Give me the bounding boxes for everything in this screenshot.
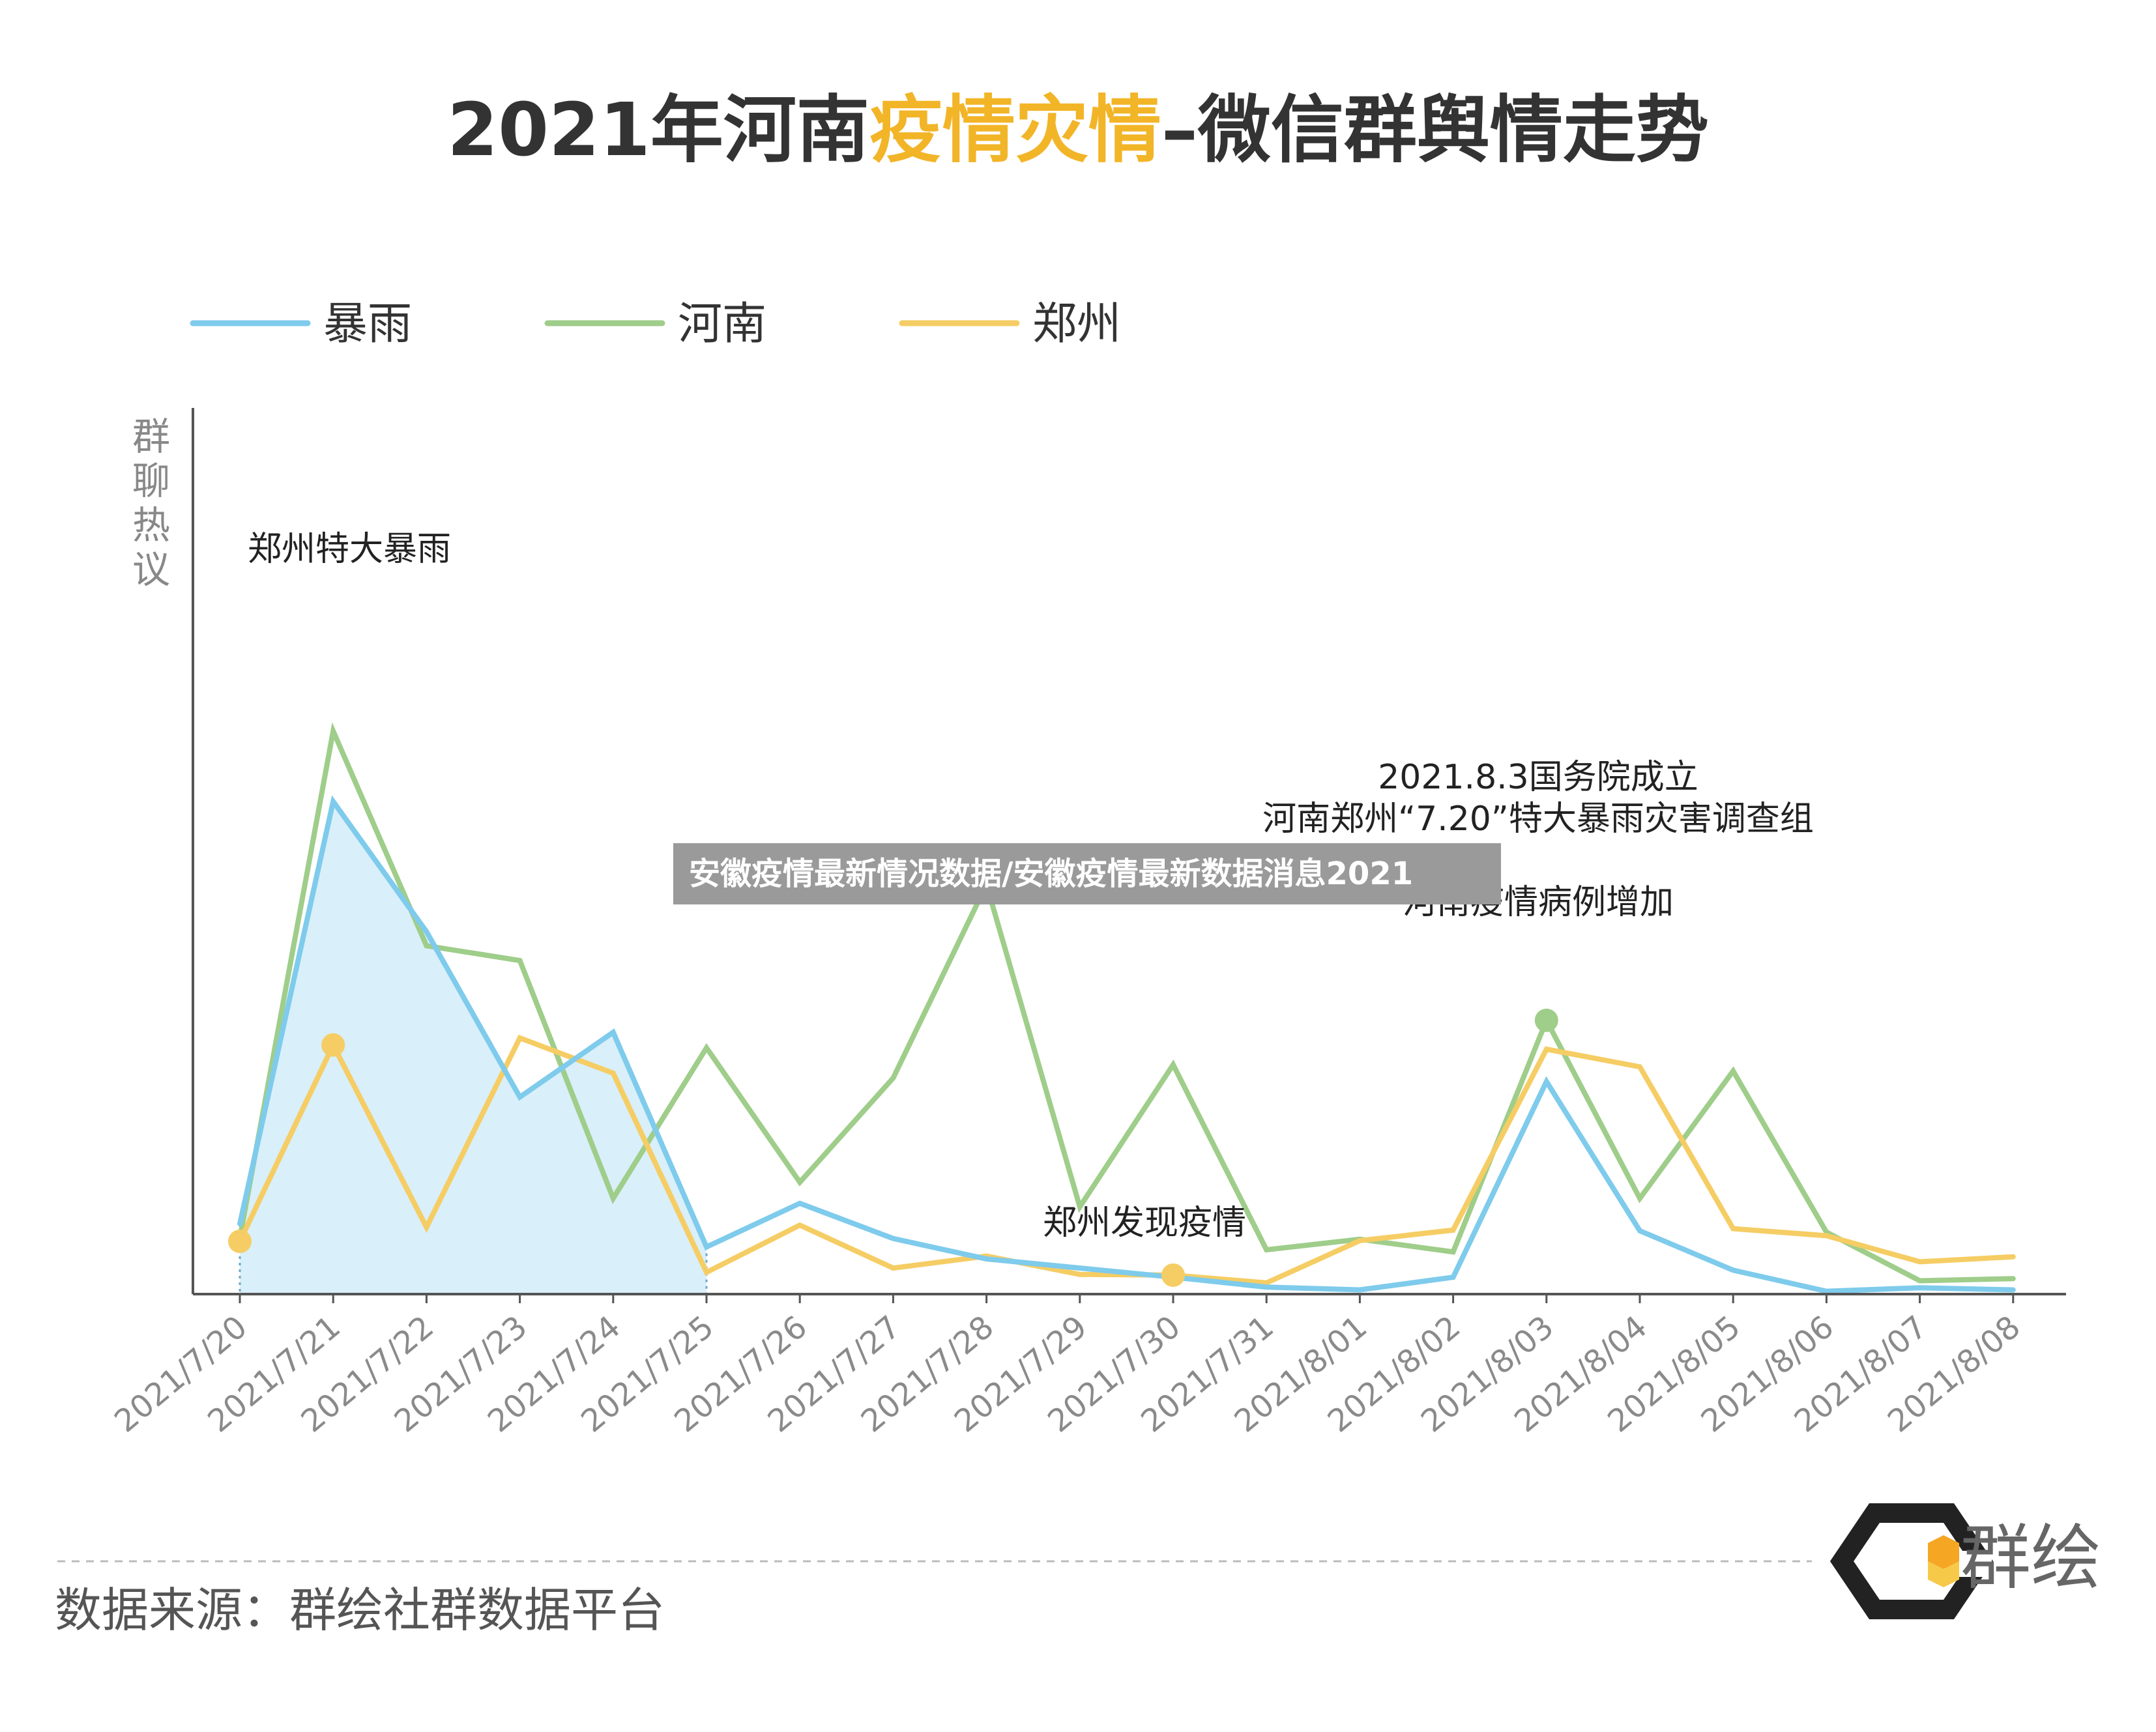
- annotation-text: 郑州发现疫情: [1043, 1204, 1246, 1243]
- chart-title: 2021年河南疫情灾情–微信群舆情走势: [447, 88, 1709, 173]
- title-part-3: –微信群舆情走势: [1161, 88, 1709, 173]
- watermark-banner: 安徽疫情最新情况数据/安徽疫情最新数据消息2021: [673, 843, 1501, 904]
- logo: 群绘: [1829, 1503, 2101, 1619]
- title-part-accent: 疫情灾情: [869, 88, 1161, 173]
- annotation-text: 2021.8.3国务院成立: [1378, 758, 1698, 797]
- shaded-area: [240, 801, 707, 1294]
- legend-label: 郑州: [1032, 298, 1121, 350]
- point-marker: [321, 1033, 345, 1057]
- logo-text: 群绘: [1960, 1518, 2101, 1599]
- legend-label: 暴雨: [323, 298, 412, 350]
- legend: 暴雨 河南 郑州: [190, 298, 1121, 350]
- point-marker: [1534, 1008, 1558, 1032]
- point-marker: [1161, 1263, 1185, 1287]
- annotation-text: 河南郑州“7.20”特大暴雨灾害调查组: [1262, 800, 1814, 839]
- title-part-1: 2021年河南: [447, 88, 869, 173]
- plot-area: 2021/7/202021/7/212021/7/222021/7/232021…: [108, 408, 2066, 1439]
- annotation-text: 郑州特大暴雨: [248, 530, 451, 569]
- y-axis-label-char: 议: [132, 547, 170, 592]
- y-axis-label-char: 群: [132, 414, 170, 459]
- logo-hexagon-icon: [1829, 1503, 1994, 1619]
- series-line-rain: [237, 795, 2016, 1294]
- legend-label: 河南: [678, 298, 766, 350]
- y-axis-label-char: 热: [132, 503, 170, 547]
- series-line-henan: [237, 722, 2016, 1284]
- source-text: 数据来源：群绘社群数据平台: [55, 1583, 665, 1638]
- y-axis-label-char: 聊: [132, 459, 170, 503]
- point-marker: [228, 1230, 252, 1253]
